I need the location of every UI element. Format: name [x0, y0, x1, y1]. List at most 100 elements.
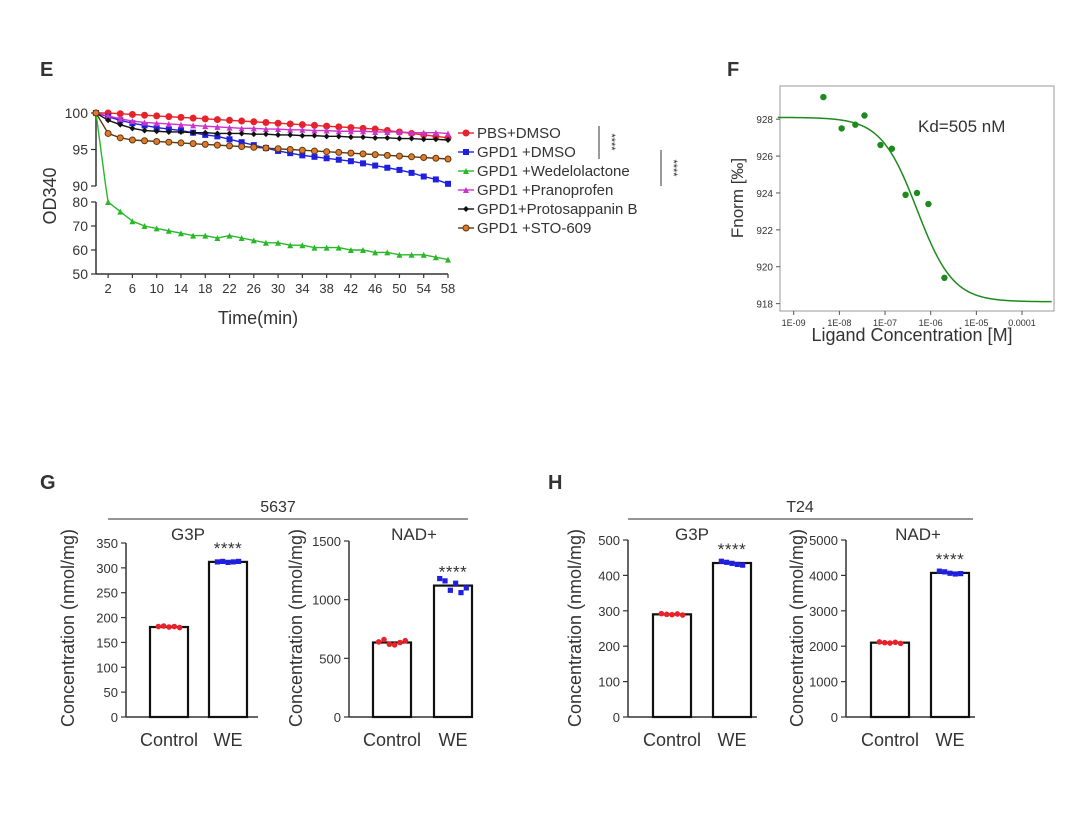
- chart-e-series-point: [384, 128, 391, 135]
- chart-e-series-point: [117, 208, 124, 215]
- bar-control: [148, 625, 190, 719]
- chart-h-header: T24: [628, 499, 973, 520]
- chart-e-ytick-lower-label: 70: [72, 218, 88, 234]
- chart-e-series-point: [310, 121, 318, 129]
- bar-chart-title: NAD+: [391, 525, 437, 544]
- bar-ytick-label: 0: [831, 710, 838, 725]
- chart-f-xlabel: Ligand Concentration [M]: [811, 325, 1012, 345]
- chart-e-legend-label: GPD1 +STO-609: [477, 220, 591, 237]
- panel-label-f: F: [727, 59, 739, 81]
- chart-f-data-point: [877, 141, 884, 149]
- bar-category-label: Control: [140, 730, 198, 750]
- chart-e-series-point: [286, 146, 294, 153]
- chart-e-series-point: [445, 180, 451, 187]
- chart-e-legend-label: GPD1 +Pranoprofen: [477, 182, 613, 199]
- chart-e-series-point: [408, 251, 415, 258]
- bar-data-point: [679, 612, 686, 618]
- chart-e-ylabel: OD340: [40, 167, 60, 224]
- chart-e-series-point: [347, 128, 354, 135]
- chart-e-series-point: [383, 151, 391, 159]
- chart-h-cell-line-title: T24: [786, 499, 814, 516]
- chart-f-kd-annotation: Kd=505 nM: [918, 117, 1005, 136]
- bar-data-point: [176, 624, 183, 631]
- bar-ytick-label: 100: [598, 675, 620, 690]
- chart-e-series-point: [323, 148, 331, 156]
- chart-e-xtick-label: 38: [319, 281, 333, 296]
- chart-f-data-point: [925, 200, 932, 208]
- chart-e-series-point: [238, 139, 245, 146]
- chart-e-series-point: [177, 121, 184, 128]
- chart-e-series-point: [165, 227, 172, 234]
- chart-e-series-point: [432, 254, 439, 261]
- chart-e-series-point: [262, 144, 270, 152]
- chart-e-ytick-upper-label: 100: [65, 105, 89, 121]
- chart-f-data-point: [861, 112, 868, 119]
- bar-data-point: [447, 587, 453, 593]
- bar-ytick-label: 1000: [312, 593, 341, 608]
- chart-g-header: 5637: [108, 499, 468, 520]
- chart-g-nad-bar: 0 500 1000 1500 Concentration (nmol/mg) NAD+ C…: [286, 525, 474, 750]
- chart-e-series-point: [190, 232, 197, 239]
- bar-data-point: [458, 590, 464, 596]
- chart-e-series-point: [262, 131, 269, 138]
- chart-e-legend-swatch-marker: [462, 224, 470, 232]
- bar-ytick-label: 1000: [809, 675, 838, 690]
- bar-data-point: [225, 559, 231, 565]
- bar-ytick-label: 350: [96, 536, 118, 551]
- bar-we: [207, 560, 249, 719]
- bar-significance-label: ****: [214, 539, 242, 558]
- chart-e-series-point: [323, 133, 330, 140]
- bar-data-point: [236, 558, 242, 564]
- chart-e-series-point: [202, 123, 209, 130]
- chart-e-series-point: [250, 237, 257, 244]
- chart-e-series-point: [165, 120, 172, 127]
- chart-e-series-point: [298, 121, 306, 129]
- chart-e-series-point: [323, 127, 330, 134]
- chart-e-series-point: [153, 120, 160, 127]
- bar-data-point: [453, 580, 459, 586]
- chart-e-series-point: [105, 112, 112, 119]
- chart-e-xtick-label: 46: [368, 281, 382, 296]
- bar-data-point: [397, 639, 403, 646]
- chart-e-series-point: [250, 143, 258, 151]
- chart-g-g3p-bar: 0 50 100 150 200 250 300 350 Concentration (nmol…: [58, 525, 258, 750]
- chart-e-series-point: [372, 162, 379, 169]
- chart-e-series-point: [177, 139, 185, 147]
- bar-data-point: [876, 639, 883, 645]
- bar-data-point: [230, 559, 236, 565]
- bar-ylabel: Concentration (nmol/mg): [565, 529, 585, 727]
- chart-f-xtick-label: 1E-07: [873, 318, 897, 328]
- chart-e-series-point: [141, 223, 148, 229]
- bar-we: [432, 584, 474, 719]
- chart-e-series-point: [371, 151, 379, 159]
- chart-e-series-point: [347, 149, 355, 157]
- chart-e-series-point: [372, 128, 379, 135]
- chart-e-series-point: [432, 129, 439, 136]
- chart-e-series-point: [250, 131, 257, 138]
- bar-we: [929, 571, 971, 719]
- chart-e-series-point: [384, 164, 391, 171]
- chart-e-legend-swatch-marker: [463, 206, 469, 212]
- chart-e-series-point: [238, 130, 245, 137]
- bar-control: [371, 641, 413, 719]
- bar-ytick-label: 200: [598, 639, 620, 654]
- chart-e-series-point: [226, 142, 234, 150]
- chart-e-series-point: [287, 242, 294, 249]
- chart-e-series-point: [117, 121, 124, 128]
- bar-ytick-label: 4000: [809, 568, 838, 583]
- chart-e-ytick-lower-label: 60: [72, 242, 88, 258]
- chart-e-series-point: [238, 117, 246, 125]
- bar-chart-title: NAD+: [895, 525, 941, 544]
- chart-e-series-point: [420, 173, 427, 180]
- bar-data-point: [381, 636, 387, 643]
- chart-e-series-point: [432, 136, 439, 143]
- chart-e-xtick-label: 54: [416, 281, 430, 296]
- chart-e-xtick-label: 14: [174, 281, 188, 296]
- chart-e-legend-swatch-marker: [463, 187, 469, 193]
- chart-e-series-point: [128, 110, 136, 118]
- bar-category-label: WE: [718, 730, 747, 750]
- chart-e-series-point: [384, 134, 391, 141]
- chart-e-series-point: [202, 232, 209, 239]
- bar-ytick-label: 300: [96, 561, 118, 576]
